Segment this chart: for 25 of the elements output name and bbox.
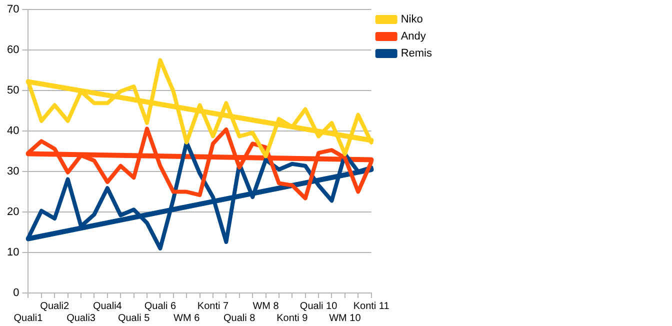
x-tick-label: Konti 9: [276, 312, 308, 324]
x-tick-label: Konti 11: [353, 300, 390, 312]
y-tick-label: 60: [6, 44, 20, 56]
x-tick-label: Quali 6: [144, 300, 176, 312]
legend-label: Niko: [400, 14, 423, 26]
legend-label: Remis: [400, 48, 432, 60]
x-tick-label: Quali 5: [118, 312, 150, 324]
y-tick-label: 40: [6, 125, 20, 138]
x-tick-label: Quali3: [66, 312, 96, 324]
x-tick-label: Quali2: [40, 300, 70, 312]
y-tick-label: 10: [6, 246, 20, 259]
y-tick-label: 50: [6, 84, 20, 97]
legend-label: Andy: [400, 30, 426, 43]
x-tick-label: WM 10: [329, 312, 362, 324]
x-tick-label: Konti 7: [197, 300, 229, 312]
y-tick-label: 0: [13, 287, 20, 300]
y-tick-label: 70: [6, 4, 20, 16]
x-tick-label: Quali1: [14, 312, 44, 324]
y-tick-label: 30: [6, 166, 20, 178]
y-tick-label: 20: [6, 206, 20, 218]
x-tick-label: WM 8: [252, 300, 280, 312]
x-tick-label: Quali 8: [224, 312, 256, 324]
x-tick-label: Quali 10: [300, 300, 338, 312]
x-tick-label: WM 6: [174, 312, 200, 324]
x-tick-label: Quali4: [92, 300, 122, 312]
